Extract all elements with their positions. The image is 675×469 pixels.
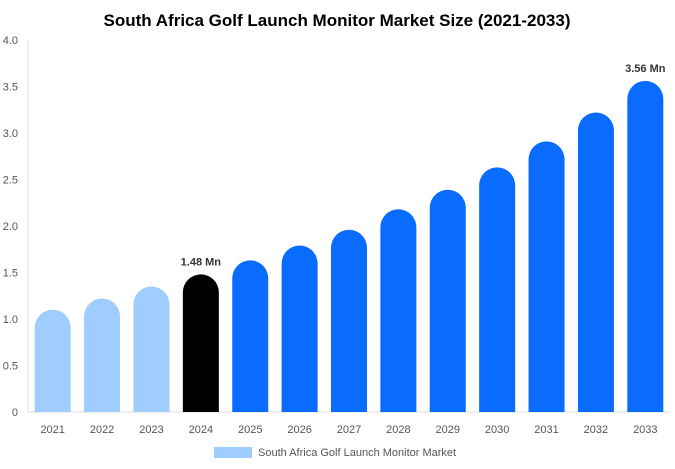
bar-2024 [182, 274, 219, 412]
x-tick-label: 2021 [40, 424, 64, 436]
bar-2030 [479, 167, 516, 412]
x-tick-label: 2022 [90, 424, 114, 436]
x-tick-label: 2027 [337, 424, 361, 436]
x-tick-label: 2031 [534, 424, 558, 436]
y-tick-label: 0.5 [3, 361, 18, 373]
y-tick-label: 0 [12, 407, 18, 419]
bar-2023 [133, 286, 170, 412]
x-tick-label: 2032 [584, 424, 608, 436]
x-tick-label: 2029 [436, 424, 460, 436]
chart-title: South Africa Golf Launch Monitor Market … [104, 11, 571, 30]
bar-2026 [281, 245, 318, 412]
x-tick-label: 2026 [287, 424, 311, 436]
y-tick-label: 1.5 [3, 268, 18, 280]
bar-2033 [627, 80, 664, 413]
x-tick-label: 2025 [238, 424, 262, 436]
bar-2032 [577, 112, 614, 413]
x-tick-label: 2028 [386, 424, 410, 436]
data-label-2033: 3.56 Mn [625, 63, 666, 75]
legend: South Africa Golf Launch Monitor Market [214, 447, 456, 459]
bar-2031 [528, 141, 565, 412]
x-tick-label: 2030 [485, 424, 509, 436]
y-tick-label: 2.5 [3, 175, 18, 187]
y-tick-label: 2.0 [3, 221, 18, 233]
legend-swatch [214, 447, 252, 458]
y-tick-label: 3.0 [3, 128, 18, 140]
bar-2027 [331, 229, 367, 412]
bar-2025 [232, 260, 269, 412]
y-tick-label: 4.0 [3, 35, 18, 47]
bar-2021 [34, 309, 71, 412]
bar-2029 [429, 189, 466, 412]
y-tick-label: 1.0 [3, 314, 18, 326]
x-tick-label: 2024 [189, 424, 213, 436]
data-label-2024: 1.48 Mn [181, 256, 222, 268]
x-tick-label: 2033 [633, 424, 657, 436]
y-tick-label: 3.5 [3, 82, 18, 94]
x-tick-label: 2023 [139, 424, 163, 436]
bar-2028 [380, 209, 417, 412]
bar-2022 [84, 298, 121, 412]
legend-label: South Africa Golf Launch Monitor Market [258, 447, 456, 459]
